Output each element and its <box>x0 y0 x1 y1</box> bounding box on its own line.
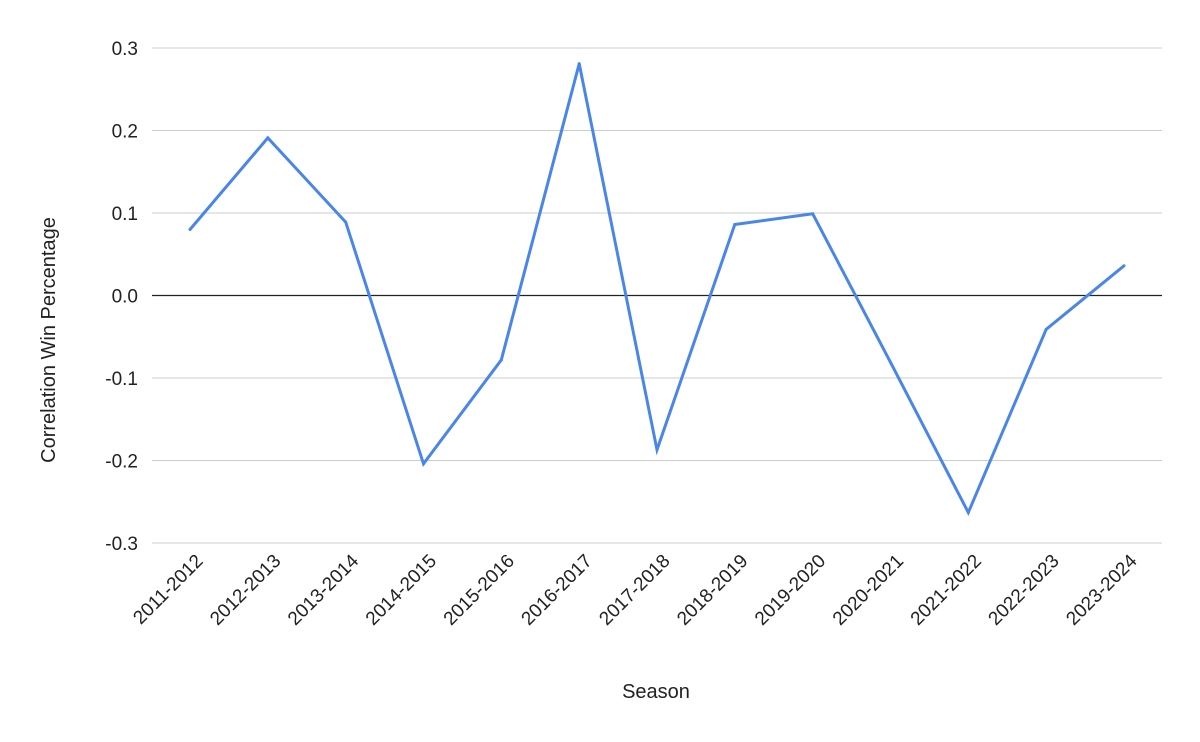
data-point <box>577 62 581 66</box>
y-axis-title: Correlation Win Percentage <box>38 217 60 463</box>
data-point <box>655 448 659 452</box>
x-axis-title: Season <box>622 681 690 703</box>
data-point <box>188 228 192 231</box>
x-tick-label: 2022-2023 <box>985 551 1064 630</box>
x-tick-label: 2017-2018 <box>595 551 674 630</box>
y-tick-label: 0.2 <box>112 122 138 143</box>
x-tick-label: 2021-2022 <box>907 551 986 630</box>
series-line <box>188 63 1125 517</box>
x-tick-label: 2018-2019 <box>673 551 752 630</box>
x-tick-label: 2012-2013 <box>206 551 285 630</box>
data-point <box>1044 327 1048 331</box>
y-tick-label: -0.2 <box>105 452 138 473</box>
data-point <box>344 220 348 224</box>
data-point <box>266 136 270 140</box>
y-tick-label: 0.0 <box>112 287 138 308</box>
data-point <box>889 360 892 364</box>
x-tick-label: 2016-2017 <box>518 551 597 630</box>
y-tick-label: 0.1 <box>112 204 138 225</box>
gridlines <box>152 47 1162 544</box>
x-tick-label: 2011-2012 <box>129 551 207 629</box>
data-point <box>499 358 503 362</box>
data-point <box>733 223 737 227</box>
y-axis-tick-labels: 0.3 0.2 0.1 0.0 -0.1 -0.2 -0.3 <box>105 39 138 555</box>
y-tick-label: -0.3 <box>105 534 138 555</box>
x-tick-label: 2023-2024 <box>1062 550 1141 629</box>
series-layer <box>188 62 1126 517</box>
y-tick-label: 0.3 <box>112 39 138 60</box>
data-point <box>1122 264 1126 268</box>
data-point <box>811 212 815 216</box>
data-point <box>966 510 970 514</box>
x-axis-tick-labels: 2011-20122012-20132013-20142014-20152015… <box>129 550 1141 629</box>
x-tick-label: 2020-2021 <box>829 551 908 630</box>
data-point <box>422 462 425 466</box>
y-tick-label: -0.1 <box>105 369 138 390</box>
x-tick-label: 2013-2014 <box>284 550 363 629</box>
x-tick-label: 2015-2016 <box>440 551 519 630</box>
x-tick-label: 2014-2015 <box>362 551 441 630</box>
x-tick-label: 2019-2020 <box>751 551 830 630</box>
